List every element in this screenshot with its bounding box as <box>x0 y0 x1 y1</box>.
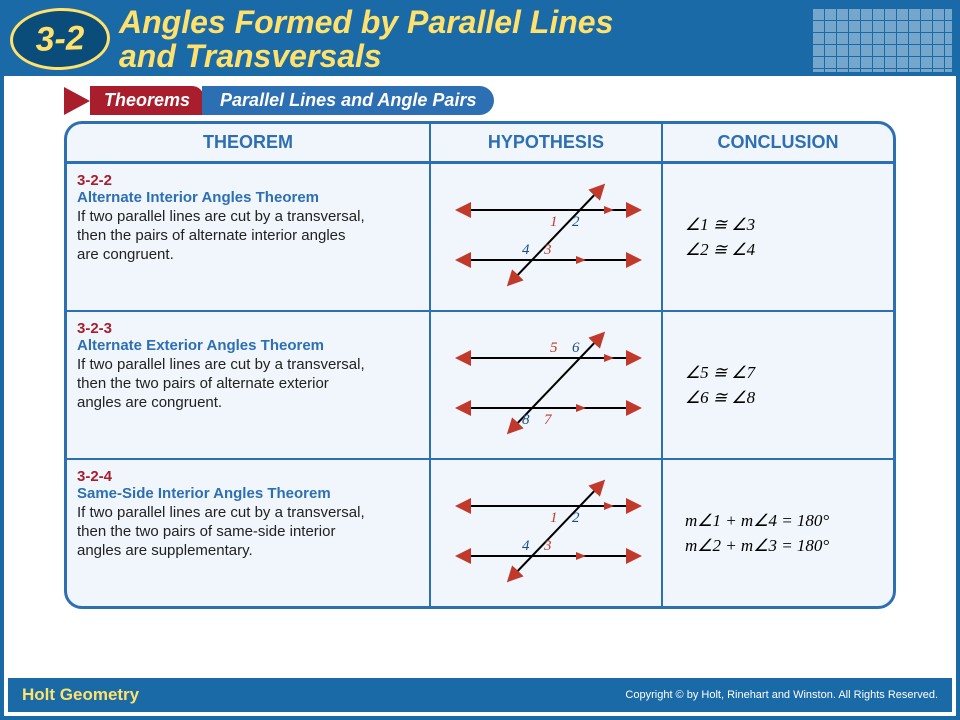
svg-text:2: 2 <box>572 214 580 230</box>
conclusion-line: ∠6 ≅ ∠8 <box>685 385 883 411</box>
page-title: Angles Formed by Parallel Lines and Tran… <box>119 6 613 73</box>
svg-text:6: 6 <box>572 340 580 356</box>
theorem-number: 3-2-2 <box>77 172 127 189</box>
col-theorem: THEOREM <box>67 124 430 163</box>
conclusion-line: ∠1 ≅ ∠3 <box>685 212 883 238</box>
title-line-2: and Transversals <box>119 40 613 74</box>
conclusion-line: m∠2 + m∠3 = 180° <box>685 533 883 559</box>
theorem-number: 3-2-4 <box>77 468 127 485</box>
svg-text:4: 4 <box>522 242 530 258</box>
tab-row: Theorems Parallel Lines and Angle Pairs <box>64 86 896 115</box>
arrow-icon <box>64 87 90 115</box>
lesson-badge: 3-2 <box>9 6 111 71</box>
diagram-parallel-lines: 1 2 4 3 <box>441 172 651 298</box>
conclusion-line: m∠1 + m∠4 = 180° <box>685 508 883 534</box>
tab-theorems: Theorems <box>90 86 204 115</box>
diagram-parallel-lines: 1 2 4 3 <box>441 468 651 594</box>
svg-text:1: 1 <box>550 510 558 526</box>
table-row: 3-2-2 Alternate Interior Angles Theorem … <box>67 163 893 312</box>
svg-text:3: 3 <box>543 538 552 554</box>
table-row: 3-2-3 Alternate Exterior Angles Theorem … <box>67 311 893 459</box>
svg-text:4: 4 <box>522 538 530 554</box>
theorem-desc: If two parallel lines are cut by a trans… <box>77 504 365 560</box>
theorem-name: Same-Side Interior Angles Theorem <box>77 485 365 502</box>
theorem-name: Alternate Exterior Angles Theorem <box>77 337 365 354</box>
svg-text:1: 1 <box>550 214 558 230</box>
theorem-desc: If two parallel lines are cut by a trans… <box>77 208 365 264</box>
theorem-name: Alternate Interior Angles Theorem <box>77 189 365 206</box>
theorem-desc: If two parallel lines are cut by a trans… <box>77 356 365 412</box>
conclusion-line: ∠5 ≅ ∠7 <box>685 360 883 386</box>
svg-text:2: 2 <box>572 510 580 526</box>
diagram-parallel-lines: 5 6 8 7 <box>441 320 651 446</box>
footer-bar: Holt Geometry Copyright © by Holt, Rineh… <box>8 678 952 712</box>
col-hypothesis: HYPOTHESIS <box>430 124 662 163</box>
copyright-label: Copyright © by Holt, Rinehart and Winsto… <box>625 689 938 701</box>
theorems-panel: THEOREM HYPOTHESIS CONCLUSION 3-2-2 Alte… <box>64 121 896 609</box>
svg-text:3: 3 <box>543 242 552 258</box>
svg-text:8: 8 <box>522 412 530 428</box>
brand-label: Holt Geometry <box>22 685 139 705</box>
theorems-table: THEOREM HYPOTHESIS CONCLUSION 3-2-2 Alte… <box>67 124 893 606</box>
svg-text:5: 5 <box>550 340 558 356</box>
conclusion-line: ∠2 ≅ ∠4 <box>685 237 883 263</box>
title-line-1: Angles Formed by Parallel Lines <box>119 6 613 40</box>
theorem-number: 3-2-3 <box>77 320 127 337</box>
header-bar: 3-2 Angles Formed by Parallel Lines and … <box>4 4 956 76</box>
decorative-grid <box>812 8 952 72</box>
table-row: 3-2-4 Same-Side Interior Angles Theorem … <box>67 459 893 606</box>
tab-subtitle: Parallel Lines and Angle Pairs <box>202 86 494 115</box>
col-conclusion: CONCLUSION <box>662 124 893 163</box>
svg-text:7: 7 <box>544 412 553 428</box>
